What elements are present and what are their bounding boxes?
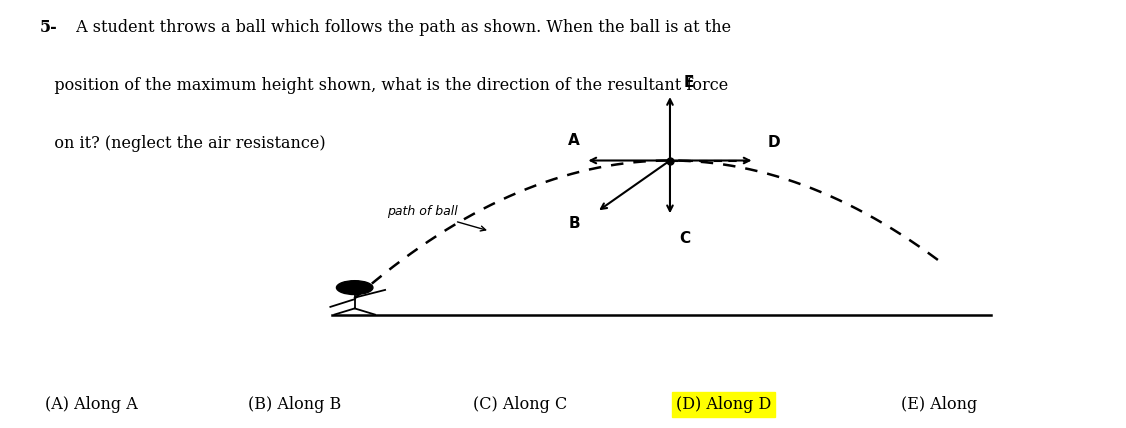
Text: position of the maximum height shown, what is the direction of the resultant for: position of the maximum height shown, wh… bbox=[39, 77, 729, 94]
Text: (C) Along C: (C) Along C bbox=[473, 396, 568, 413]
Text: B: B bbox=[569, 216, 580, 231]
Text: (D) Along D: (D) Along D bbox=[676, 396, 771, 413]
Text: on it? (neglect the air resistance): on it? (neglect the air resistance) bbox=[39, 135, 327, 152]
Circle shape bbox=[337, 281, 373, 294]
Text: (E) Along: (E) Along bbox=[901, 396, 977, 413]
Text: (B) Along B: (B) Along B bbox=[248, 396, 341, 413]
Text: (A) Along A: (A) Along A bbox=[45, 396, 137, 413]
Text: path of ball: path of ball bbox=[387, 205, 485, 231]
Text: A student throws a ball which follows the path as shown. When the ball is at the: A student throws a ball which follows th… bbox=[71, 19, 731, 36]
Text: 5-: 5- bbox=[39, 19, 57, 36]
Text: C: C bbox=[679, 231, 690, 246]
Text: D: D bbox=[768, 135, 780, 150]
Text: A: A bbox=[569, 133, 580, 148]
Text: E: E bbox=[683, 75, 694, 90]
